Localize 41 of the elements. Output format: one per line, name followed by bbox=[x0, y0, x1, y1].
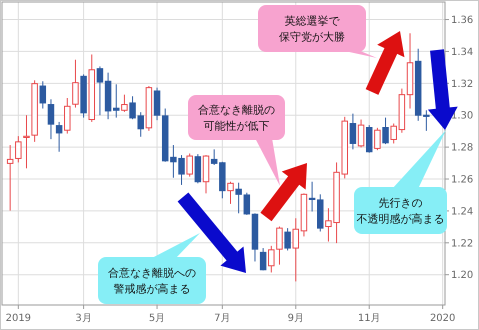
x-tick-label: 7月 bbox=[214, 313, 231, 324]
annotation: 合意なき離脱の可能性が低下 bbox=[198, 104, 275, 132]
x-tick-label: 2020 bbox=[430, 313, 456, 324]
candlestick bbox=[48, 98, 54, 140]
candlestick bbox=[96, 66, 104, 116]
candlestick bbox=[350, 113, 356, 150]
candlestick bbox=[260, 248, 266, 271]
candlestick bbox=[121, 94, 128, 112]
candlestick bbox=[56, 121, 62, 152]
candlestick bbox=[72, 59, 79, 108]
annotation: 英総選挙で保守党が大勝 bbox=[279, 14, 345, 44]
candlestick bbox=[358, 119, 364, 148]
x-tick-label: 9月 bbox=[288, 313, 304, 324]
y-tick-label: 1.34 bbox=[451, 46, 474, 58]
x-tick-label: 11月 bbox=[358, 313, 381, 324]
candlestick bbox=[64, 98, 71, 134]
candlestick bbox=[15, 136, 22, 163]
candlestick bbox=[268, 245, 275, 273]
candlestick bbox=[284, 228, 291, 251]
candlestick bbox=[178, 154, 185, 186]
x-tick-label: 3月 bbox=[75, 313, 92, 324]
y-tick-label: 1.28 bbox=[451, 142, 474, 154]
annotation: 先行きの不透明感が高まる bbox=[356, 196, 444, 226]
candlestick bbox=[227, 181, 234, 204]
y-tick-label: 1.32 bbox=[451, 78, 474, 90]
y-tick-label: 1.36 bbox=[451, 15, 474, 26]
y-tick-label: 1.20 bbox=[451, 270, 474, 282]
candlestick bbox=[186, 153, 193, 178]
y-tick-label: 1.22 bbox=[451, 238, 474, 250]
candlestick bbox=[374, 127, 381, 151]
candlestick bbox=[382, 117, 389, 145]
candlestick bbox=[40, 80, 46, 110]
candlestick bbox=[23, 114, 30, 169]
x-tick-label: 5月 bbox=[148, 313, 166, 324]
x-tick-label: 2019 bbox=[6, 313, 32, 324]
y-tick-label: 1.24 bbox=[451, 206, 474, 218]
candlestick bbox=[325, 208, 332, 242]
candlestick bbox=[276, 226, 283, 266]
candlestick bbox=[6, 144, 14, 212]
y-tick-label: 1.26 bbox=[451, 174, 474, 186]
annotation: 合意なき離脱への警戒感が高まる bbox=[108, 266, 196, 296]
